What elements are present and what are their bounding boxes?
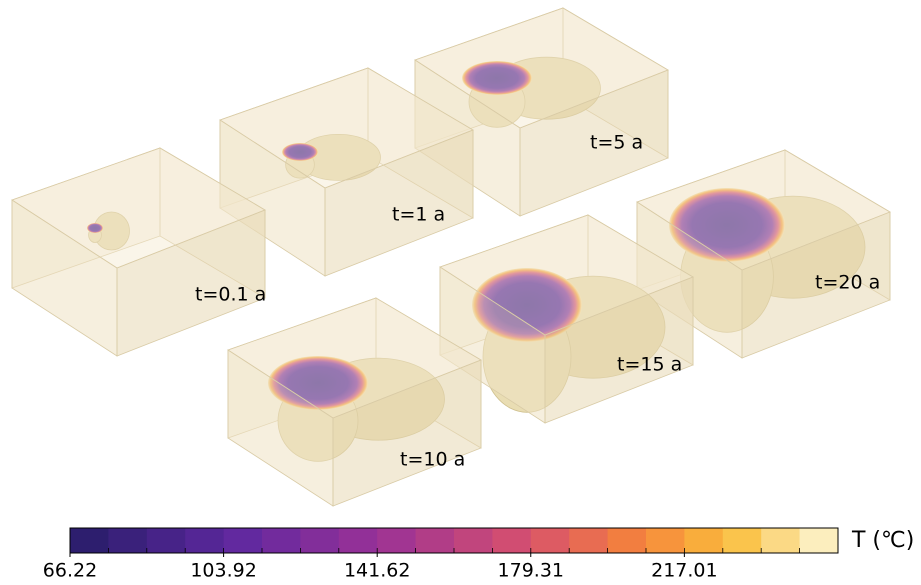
panel-label: t=5 a	[590, 132, 643, 154]
colorbar-segment	[454, 528, 493, 553]
colorbar-segment	[339, 528, 378, 553]
colorbar-segment	[492, 528, 531, 553]
colorbar-segment	[800, 528, 839, 553]
colorbar-segment	[761, 528, 800, 553]
colorbar-segment	[147, 528, 186, 553]
panel-label: t=20 a	[815, 272, 880, 294]
colorbar-tick-label: 141.62	[344, 560, 410, 582]
colorbar-segment	[377, 528, 416, 553]
colorbar-segment	[300, 528, 339, 553]
panels: t=5 a t=1 a t=20 a t=0.1 a t=15 a t=10 a	[12, 8, 890, 506]
colorbar-segment	[723, 528, 762, 553]
colorbar-segment	[531, 528, 570, 553]
colorbar: 66.22 103.92 141.62 179.31 217.01	[43, 528, 839, 582]
colorbar-label: T (℃)	[851, 528, 914, 553]
panel-label: t=15 a	[617, 354, 682, 376]
colorbar-segment	[262, 528, 301, 553]
colorbar-segment	[646, 528, 685, 553]
colorbar-segment	[684, 528, 723, 553]
colorbar-tick-label: 103.92	[190, 560, 256, 582]
colorbar-segment	[416, 528, 455, 553]
colorbar-tick-label: 217.01	[651, 560, 717, 582]
colorbar-tick-label: 179.31	[498, 560, 564, 582]
colorbar-segment	[569, 528, 608, 553]
colorbar-segment	[608, 528, 647, 553]
colorbar-segment	[185, 528, 224, 553]
figure: t=5 a t=1 a t=20 a t=0.1 a t=15 a t=10 a 66.2…	[0, 0, 921, 585]
panel-label: t=0.1 a	[195, 284, 266, 306]
colorbar-segment	[224, 528, 263, 553]
panel-label: t=10 a	[400, 449, 465, 471]
panel-label: t=1 a	[392, 204, 445, 226]
colorbar-segment	[70, 528, 109, 553]
colorbar-segment	[108, 528, 147, 553]
colorbar-tick-label: 66.22	[43, 560, 97, 582]
